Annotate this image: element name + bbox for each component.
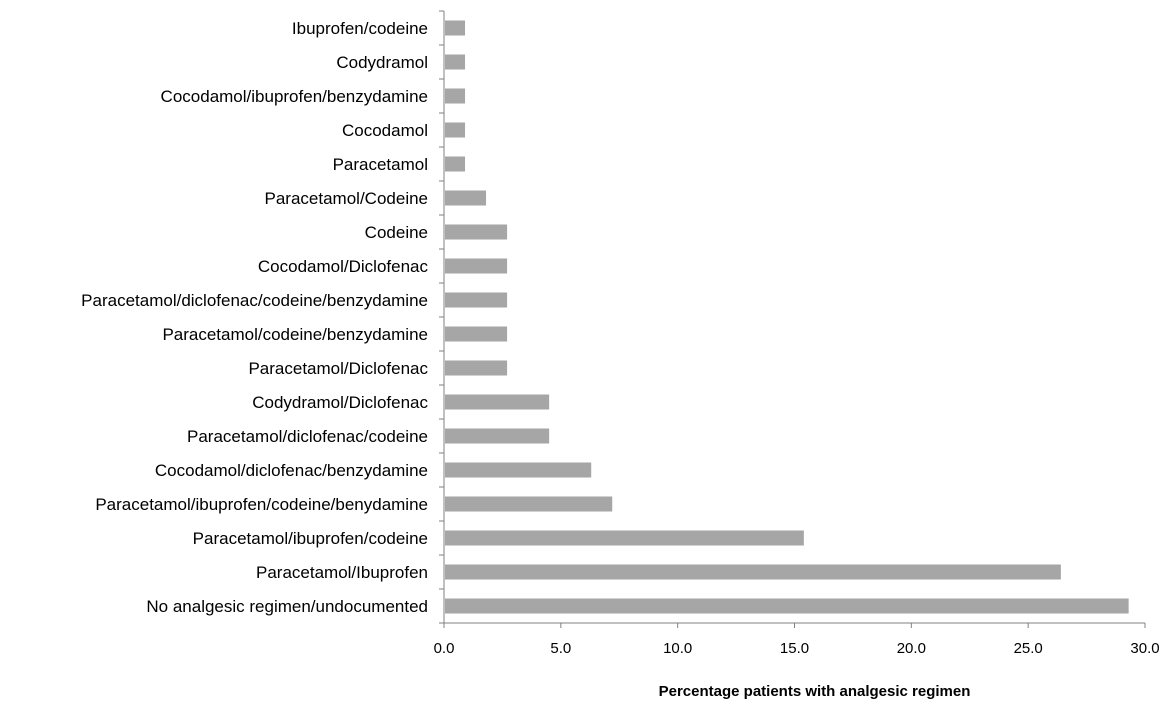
bar — [445, 88, 466, 104]
bar — [445, 224, 508, 240]
bar — [445, 496, 613, 512]
category-label: Paracetamol/Codeine — [265, 189, 428, 208]
bar — [445, 394, 550, 410]
y-axis-ticks — [439, 10, 444, 624]
category-label: Cocodamol — [342, 121, 428, 140]
bars-group — [445, 20, 1129, 614]
category-label: Paracetamol/Ibuprofen — [256, 563, 428, 582]
bar — [445, 20, 466, 36]
x-tick-label: 15.0 — [780, 640, 809, 657]
x-tick-label: 0.0 — [434, 640, 455, 657]
category-label: Cocodamol/Diclofenac — [258, 257, 429, 276]
category-label: Paracetamol/ibuprofen/codeine/benydamine — [95, 495, 428, 514]
bar — [445, 598, 1129, 614]
category-label: Paracetamol — [333, 155, 428, 174]
bar — [445, 326, 508, 342]
bar — [445, 122, 466, 138]
x-tick-label: 30.0 — [1130, 640, 1159, 657]
category-labels: Ibuprofen/codeine Codydramol Cocodamol/ibu… — [81, 19, 428, 616]
x-tick-label: 20.0 — [897, 640, 926, 657]
category-label: Paracetamol/diclofenac/codeine — [187, 427, 428, 446]
category-label: Codydramol/Diclofenac — [252, 393, 428, 412]
category-label: Codydramol — [336, 53, 428, 72]
bar — [445, 156, 466, 172]
category-label: Paracetamol/diclofenac/codeine/benzydami… — [81, 291, 428, 310]
bar — [445, 190, 487, 206]
x-tick-label: 10.0 — [663, 640, 692, 657]
bar — [445, 360, 508, 376]
bar — [445, 428, 550, 444]
category-label: Codeine — [365, 223, 428, 242]
category-label: Cocodamol/ibuprofen/benzydamine — [161, 87, 428, 106]
x-tick-label: 5.0 — [550, 640, 571, 657]
bar — [445, 258, 508, 274]
bar — [445, 292, 508, 308]
bar — [445, 564, 1061, 580]
x-tick-label: 25.0 — [1014, 640, 1043, 657]
bar — [445, 54, 466, 70]
x-axis-ticks: 0.0 5.0 10.0 15.0 20.0 25.0 30.0 — [434, 623, 1160, 657]
x-axis-title: Percentage patients with analgesic regim… — [659, 683, 971, 700]
category-label: Cocodamol/diclofenac/benzydamine — [155, 461, 428, 480]
category-label: Paracetamol/codeine/benzydamine — [162, 325, 428, 344]
category-label: No analgesic regimen/undocumented — [146, 597, 428, 616]
bar — [445, 530, 804, 546]
category-label: Ibuprofen/codeine — [292, 19, 428, 38]
bar — [445, 462, 592, 478]
category-label: Paracetamol/ibuprofen/codeine — [193, 529, 428, 548]
category-label: Paracetamol/Diclofenac — [248, 359, 428, 378]
